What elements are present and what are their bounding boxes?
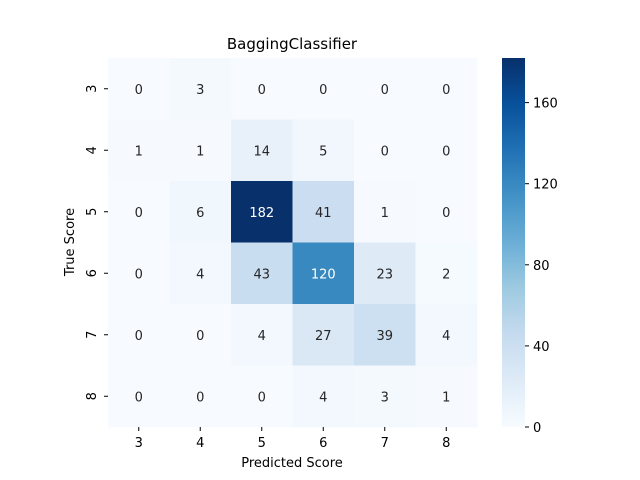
y-axis-ticks: 3 4 5 6 7 8: [85, 85, 108, 400]
colorbar: [502, 58, 525, 427]
x-tick-label: 5: [258, 436, 266, 451]
heatmap-cell-label: 0: [258, 390, 266, 405]
heatmap-cell: [169, 365, 232, 428]
heatmap-cell: [231, 242, 293, 305]
y-tick-label: 4: [85, 146, 100, 154]
heatmap-cell: [231, 58, 293, 120]
heatmap-cell-label: 27: [315, 329, 332, 344]
heatmap-cell-label: 4: [196, 267, 204, 282]
heatmap-cell: [292, 119, 355, 182]
y-axis-label: True Score: [63, 208, 78, 277]
y-tick-label: 6: [85, 269, 100, 277]
heatmap-cell: [292, 242, 355, 305]
heatmap-cell: [415, 119, 478, 182]
heatmap-cell: [292, 58, 355, 120]
heatmap-cell: [231, 365, 293, 428]
heatmap-cell: [231, 119, 293, 182]
colorbar-tick-label: 160: [533, 97, 558, 112]
heatmap-cells: [108, 58, 478, 428]
heatmap-cell-label: 0: [135, 390, 143, 405]
heatmap-cell-label: 1: [381, 206, 389, 221]
heatmap-cell-label: 0: [381, 83, 389, 98]
heatmap-cell: [354, 58, 416, 120]
heatmap-cell: [169, 181, 232, 243]
heatmap-cell-label: 182: [249, 206, 274, 221]
heatmap-cell-label: 0: [135, 83, 143, 98]
heatmap-cell-label: 14: [253, 144, 270, 159]
heatmap-cell-label: 0: [442, 206, 450, 221]
colorbar-tick-label: 80: [533, 259, 550, 274]
heatmap-cell: [108, 58, 170, 120]
heatmap-cell: [231, 181, 293, 243]
heatmap-cell: [415, 58, 478, 120]
y-tick-label: 8: [85, 392, 100, 400]
heatmap-cell: [108, 119, 170, 182]
heatmap-cell-label: 0: [135, 329, 143, 344]
heatmap-cell-label: 4: [258, 329, 266, 344]
heatmap-cell: [354, 365, 416, 428]
heatmap-cell: [292, 304, 355, 366]
heatmap-cell-label: 1: [442, 390, 450, 405]
heatmap-cell-label: 0: [258, 83, 266, 98]
heatmap-cell: [231, 304, 293, 366]
heatmap-cell-label: 4: [319, 390, 327, 405]
heatmap-cell: [292, 365, 355, 428]
heatmap-cell-label: 0: [135, 206, 143, 221]
colorbar-tick-label: 40: [533, 340, 550, 355]
heatmap-cell: [354, 304, 416, 366]
heatmap-cell: [415, 365, 478, 428]
x-axis-label: Predicted Score: [241, 456, 343, 471]
y-tick-label: 3: [85, 85, 100, 93]
heatmap-cell-label: 0: [135, 267, 143, 282]
heatmap-cell-label: 3: [381, 390, 389, 405]
x-tick-label: 8: [442, 436, 450, 451]
heatmap-cell-label: 2: [442, 267, 450, 282]
colorbar-tick-label: 0: [533, 421, 541, 436]
heatmap-cell-label: 120: [311, 267, 336, 282]
heatmap-cell-label: 6: [196, 206, 204, 221]
heatmap-cell-label: 0: [381, 144, 389, 159]
heatmap-cell: [354, 242, 416, 305]
colorbar-tick-label: 120: [533, 178, 558, 193]
heatmap-cell: [292, 181, 355, 243]
heatmap-cell: [169, 58, 232, 120]
heatmap-cell: [169, 119, 232, 182]
heatmap-cell: [108, 304, 170, 366]
heatmap-cell: [169, 242, 232, 305]
colorbar-ticks: 0 40 80 120 160: [525, 97, 558, 436]
heatmap-cell-label: 1: [135, 144, 143, 159]
heatmap-cell-label: 0: [196, 390, 204, 405]
heatmap-cell: [415, 181, 478, 243]
x-tick-label: 3: [135, 436, 143, 451]
heatmap-cell-label: 4: [442, 329, 450, 344]
heatmap-cell-label: 5: [319, 144, 327, 159]
y-tick-label: 7: [85, 331, 100, 339]
heatmap-cell-label: 0: [196, 329, 204, 344]
heatmap-cell-label: 23: [376, 267, 393, 282]
x-tick-label: 4: [196, 436, 204, 451]
chart-title: BaggingClassifier: [227, 35, 358, 53]
heatmap-cell-labels: 0 3 0 0 0 01 1 14 5 0 00 6 182 41 1 00 4 43 120 23 20 0 4 27 39 4…: [135, 83, 451, 406]
x-tick-label: 7: [381, 436, 389, 451]
heatmap-cell: [415, 242, 478, 305]
heatmap-cell-label: 43: [253, 267, 270, 282]
x-axis-ticks: 3 4 5 6 7 8: [135, 427, 450, 451]
heatmap-cell: [354, 181, 416, 243]
y-tick-label: 5: [85, 208, 100, 216]
heatmap-cell-label: 41: [315, 206, 332, 221]
heatmap-cell-label: 0: [442, 83, 450, 98]
heatmap-cell: [169, 304, 232, 366]
heatmap-cell: [108, 242, 170, 305]
heatmap-cell: [354, 119, 416, 182]
heatmap-cell: [108, 365, 170, 428]
heatmap-cell: [108, 181, 170, 243]
heatmap-cell-label: 3: [196, 83, 204, 98]
heatmap-cell-label: 0: [442, 144, 450, 159]
heatmap-cell: [415, 304, 478, 366]
heatmap-cell-label: 39: [376, 329, 393, 344]
heatmap-cell-label: 0: [319, 83, 327, 98]
heatmap-cell-label: 1: [196, 144, 204, 159]
x-tick-label: 6: [319, 436, 327, 451]
